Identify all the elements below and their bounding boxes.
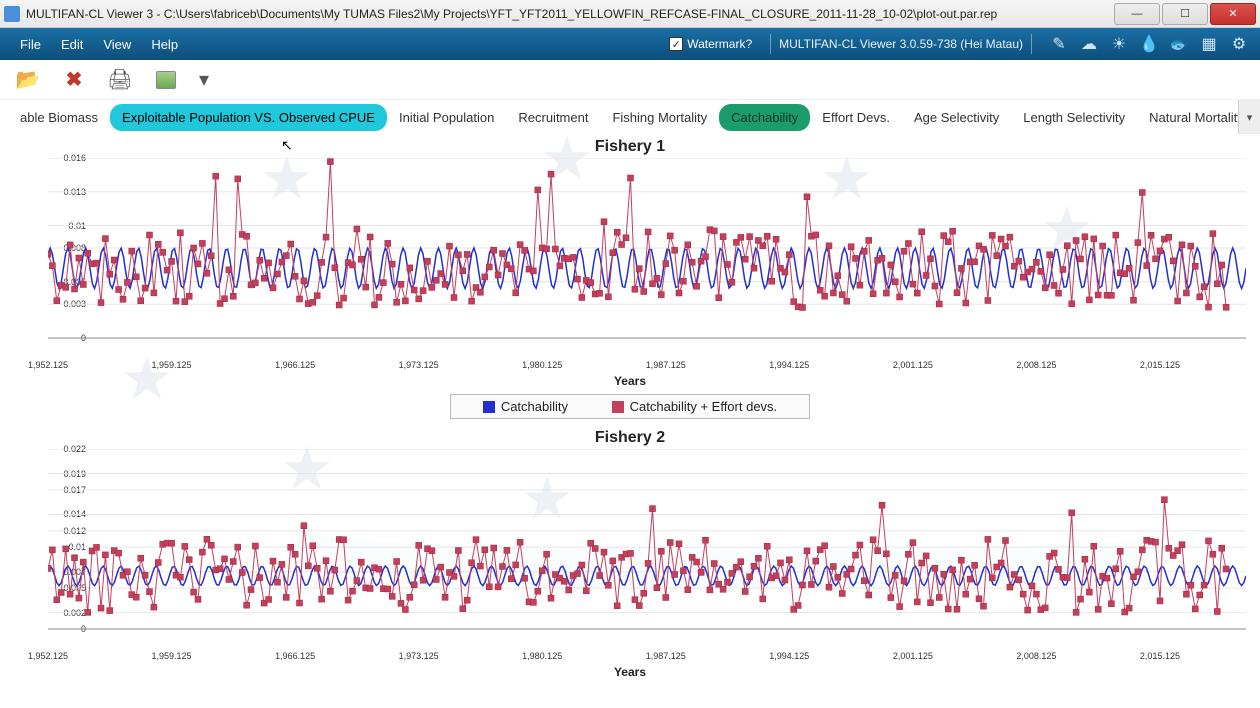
legend-item-catchability: Catchability — [483, 399, 568, 414]
drop-icon[interactable]: 💧 — [1138, 33, 1160, 55]
maximize-icon: ☐ — [1180, 7, 1190, 20]
x-tick-label: 1,952.125 — [28, 651, 68, 661]
legend-label: Catchability + Effort devs. — [630, 399, 778, 414]
tab-exploitable-population-vs-observed-cpue[interactable]: Exploitable Population VS. Observed CPUE — [110, 104, 387, 131]
x-tick-label: 1,994.125 — [769, 651, 809, 661]
tab-length-selectivity[interactable]: Length Selectivity — [1011, 104, 1137, 131]
close-icon: ✕ — [1228, 7, 1237, 20]
x-tick-label: 1,973.125 — [399, 360, 439, 370]
x-axis-label: Years — [6, 374, 1254, 388]
x-tick-label: 2,008.125 — [1016, 360, 1056, 370]
thumbnail-button[interactable] — [152, 66, 180, 94]
separator — [1031, 34, 1032, 54]
x-tick-label: 1,959.125 — [152, 360, 192, 370]
dropdown-button[interactable]: ▾ — [190, 66, 218, 94]
thumbnail-icon — [156, 71, 176, 89]
legend: Catchability Catchability + Effort devs. — [450, 394, 810, 419]
menu-edit[interactable]: Edit — [51, 31, 93, 58]
close-button[interactable]: ✕ — [1210, 3, 1256, 25]
grid-icon[interactable]: ▦ — [1198, 33, 1220, 55]
chart-block-1: Fishery 1 00.0030.0050.0080.010.0130.016 1… — [6, 138, 1254, 388]
x-axis-label: Years — [6, 665, 1254, 679]
legend-swatch-blue — [483, 401, 495, 413]
legend-item-effort-devs: Catchability + Effort devs. — [612, 399, 778, 414]
chart-title: Fishery 2 — [6, 429, 1254, 447]
menu-file[interactable]: File — [10, 31, 51, 58]
x-tick-label: 2,015.125 — [1140, 360, 1180, 370]
legend-swatch-red — [612, 401, 624, 413]
tab-fishing-mortality[interactable]: Fishing Mortality — [600, 104, 719, 131]
x-tick-label: 2,001.125 — [893, 360, 933, 370]
tab-scroll-button[interactable]: ▾ — [1238, 100, 1260, 134]
tab-strip: able BiomassExploitable Population VS. O… — [0, 100, 1260, 134]
x-tick-label: 1,959.125 — [152, 651, 192, 661]
x-tick-label: 1,980.125 — [522, 360, 562, 370]
pencil-icon[interactable]: ✎ — [1048, 33, 1070, 55]
menu-view[interactable]: View — [93, 31, 141, 58]
tab-effort-devs-[interactable]: Effort Devs. — [810, 104, 902, 131]
watermark-checkbox[interactable]: ✓ Watermark? — [669, 37, 752, 51]
plot-area: 00.0020.0050.0070.010.0120.0140.0170.019… — [48, 449, 1246, 649]
tab-able-biomass[interactable]: able Biomass — [8, 104, 110, 131]
version-label: MULTIFAN-CL Viewer 3.0.59-738 (Hei Matau… — [779, 37, 1023, 51]
menu-bar: File Edit View Help ✓ Watermark? MULTIFA… — [0, 28, 1260, 60]
app-icon — [4, 6, 20, 22]
chart-area: ★ ★ ★ ★ ★ ★ ★ Fishery 100.0030.0050.0080… — [0, 134, 1260, 708]
effort-devs-markers — [48, 159, 1229, 311]
menu-help[interactable]: Help — [141, 31, 188, 58]
delete-button[interactable]: ✖ — [60, 66, 88, 94]
x-tick-label: 1,994.125 — [769, 360, 809, 370]
open-folder-button[interactable]: 📂 — [14, 66, 42, 94]
tab-initial-population[interactable]: Initial Population — [387, 104, 506, 131]
maximize-button[interactable]: ☐ — [1162, 3, 1208, 25]
x-tick-label: 1,966.125 — [275, 360, 315, 370]
x-tick-label: 2,001.125 — [893, 651, 933, 661]
window-buttons: — ☐ ✕ — [1112, 3, 1256, 25]
x-tick-label: 1,987.125 — [646, 651, 686, 661]
fish-icon[interactable]: 🐟 — [1168, 33, 1190, 55]
minimize-icon: — — [1132, 8, 1143, 20]
chart-title: Fishery 1 — [6, 138, 1254, 156]
x-tick-label: 1,952.125 — [28, 360, 68, 370]
sun-icon[interactable]: ☀ — [1108, 33, 1130, 55]
chart-block-2: Fishery 2 00.0020.0050.0070.010.0120.0140… — [6, 429, 1254, 679]
watermark-label: Watermark? — [687, 37, 752, 51]
plot-area: 00.0030.0050.0080.010.0130.016 — [48, 158, 1246, 358]
x-tick-label: 1,973.125 — [399, 651, 439, 661]
cloud-icon[interactable]: ☁ — [1078, 33, 1100, 55]
toolbar: 📂 ✖ 🖨 ▾ — [0, 60, 1260, 100]
minimize-button[interactable]: — — [1114, 3, 1160, 25]
title-bar: MULTIFAN-CL Viewer 3 - C:\Users\fabriceb… — [0, 0, 1260, 28]
print-button[interactable]: 🖨 — [106, 66, 134, 94]
tab-recruitment[interactable]: Recruitment — [506, 104, 600, 131]
tab-catchability[interactable]: Catchability — [719, 104, 810, 131]
x-tick-label: 1,980.125 — [522, 651, 562, 661]
x-tick-label: 2,015.125 — [1140, 651, 1180, 661]
separator — [770, 34, 771, 54]
x-tick-label: 1,966.125 — [275, 651, 315, 661]
gear-icon[interactable]: ⚙ — [1228, 33, 1250, 55]
x-tick-label: 1,987.125 — [646, 360, 686, 370]
legend-label: Catchability — [501, 399, 568, 414]
tab-age-selectivity[interactable]: Age Selectivity — [902, 104, 1011, 131]
x-tick-label: 2,008.125 — [1016, 651, 1056, 661]
check-icon: ✓ — [669, 37, 683, 51]
window-title: MULTIFAN-CL Viewer 3 - C:\Users\fabriceb… — [26, 7, 1112, 21]
